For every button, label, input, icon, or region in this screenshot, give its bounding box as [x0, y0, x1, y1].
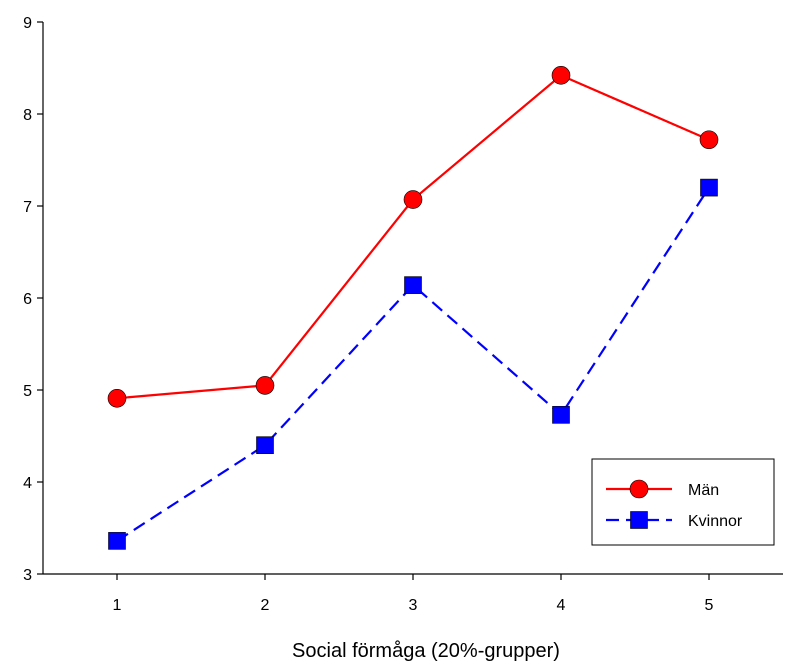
x-tick-label: 2: [261, 597, 270, 614]
x-tick-label: 5: [705, 597, 714, 614]
circle-marker: [551, 66, 571, 85]
legend-label: Män: [688, 482, 719, 499]
y-tick-label: 5: [23, 383, 32, 400]
square-marker: [256, 436, 274, 455]
series-man: [107, 66, 719, 408]
axes: 3 4 5 6 7 8 9 1 2 3 4 5: [23, 15, 783, 614]
legend-marker: [630, 511, 648, 529]
x-tick-label: 3: [409, 597, 418, 614]
series-layer: [107, 66, 719, 550]
legend: Män Kvinnor: [591, 458, 775, 546]
series-line: [116, 186, 710, 542]
legend-label: Kvinnor: [688, 513, 743, 530]
square-marker: [552, 406, 570, 424]
square-marker: [700, 178, 718, 197]
legend-box: [591, 458, 775, 546]
y-tick-label: 7: [23, 199, 32, 216]
square-marker: [108, 532, 126, 550]
y-tick-label: 6: [23, 291, 32, 308]
y-tick-label: 8: [23, 107, 32, 124]
circle-marker: [255, 376, 275, 395]
circle-marker: [699, 130, 719, 150]
circle-marker: [107, 388, 127, 408]
circle-marker: [403, 190, 423, 209]
y-tick-label: 3: [23, 567, 32, 584]
series-line: [116, 74, 710, 400]
x-tick-label: 1: [113, 597, 122, 614]
series-kvinnor: [108, 178, 718, 550]
legend-marker: [629, 479, 649, 499]
y-tick-label: 9: [23, 15, 32, 32]
x-axis-title: Social förmåga (20%-grupper): [292, 640, 560, 662]
x-tick-label: 4: [557, 597, 566, 614]
y-tick-label: 4: [23, 475, 32, 492]
square-marker: [404, 276, 422, 294]
